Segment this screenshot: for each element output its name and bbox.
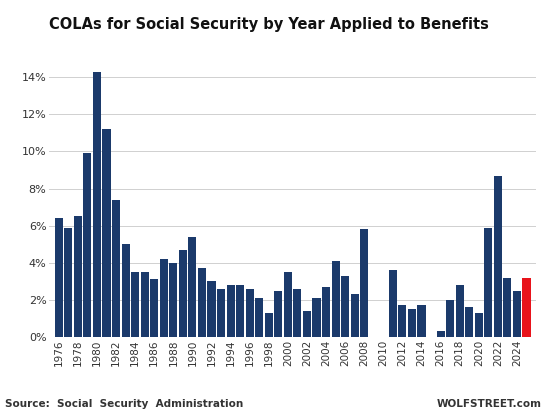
Bar bbox=[112, 200, 120, 337]
Bar bbox=[513, 291, 521, 337]
Bar bbox=[265, 313, 273, 337]
Bar bbox=[217, 289, 225, 337]
Bar bbox=[64, 228, 72, 337]
Bar bbox=[475, 313, 483, 337]
Bar bbox=[102, 129, 110, 337]
Bar bbox=[398, 305, 406, 337]
Bar bbox=[246, 289, 254, 337]
Bar bbox=[179, 250, 187, 337]
Bar bbox=[331, 261, 340, 337]
Bar bbox=[456, 285, 464, 337]
Bar bbox=[121, 244, 130, 337]
Bar bbox=[465, 307, 473, 337]
Bar bbox=[484, 228, 492, 337]
Bar bbox=[408, 309, 416, 337]
Bar bbox=[389, 270, 397, 337]
Bar bbox=[446, 300, 454, 337]
Bar bbox=[55, 218, 63, 337]
Bar bbox=[351, 294, 359, 337]
Bar bbox=[417, 305, 426, 337]
Text: COLAs for Social Security by Year Applied to Benefits: COLAs for Social Security by Year Applie… bbox=[49, 17, 489, 32]
Bar bbox=[198, 268, 206, 337]
Bar bbox=[160, 259, 168, 337]
Bar bbox=[131, 272, 139, 337]
Bar bbox=[236, 285, 244, 337]
Text: Source:  Social  Security  Administration: Source: Social Security Administration bbox=[5, 399, 244, 409]
Bar bbox=[322, 287, 330, 337]
Bar bbox=[503, 277, 511, 337]
Text: WOLFSTREET.com: WOLFSTREET.com bbox=[437, 399, 542, 409]
Bar bbox=[83, 153, 91, 337]
Bar bbox=[274, 291, 282, 337]
Bar bbox=[522, 277, 531, 337]
Bar bbox=[255, 298, 263, 337]
Bar bbox=[207, 282, 216, 337]
Bar bbox=[341, 276, 349, 337]
Bar bbox=[293, 289, 301, 337]
Bar bbox=[74, 216, 82, 337]
Bar bbox=[226, 285, 235, 337]
Bar bbox=[360, 229, 368, 337]
Bar bbox=[303, 311, 311, 337]
Bar bbox=[169, 263, 177, 337]
Bar bbox=[494, 175, 502, 337]
Bar bbox=[284, 272, 292, 337]
Bar bbox=[437, 331, 445, 337]
Bar bbox=[312, 298, 321, 337]
Bar bbox=[141, 272, 149, 337]
Bar bbox=[188, 237, 196, 337]
Bar bbox=[150, 279, 158, 337]
Bar bbox=[93, 72, 101, 337]
